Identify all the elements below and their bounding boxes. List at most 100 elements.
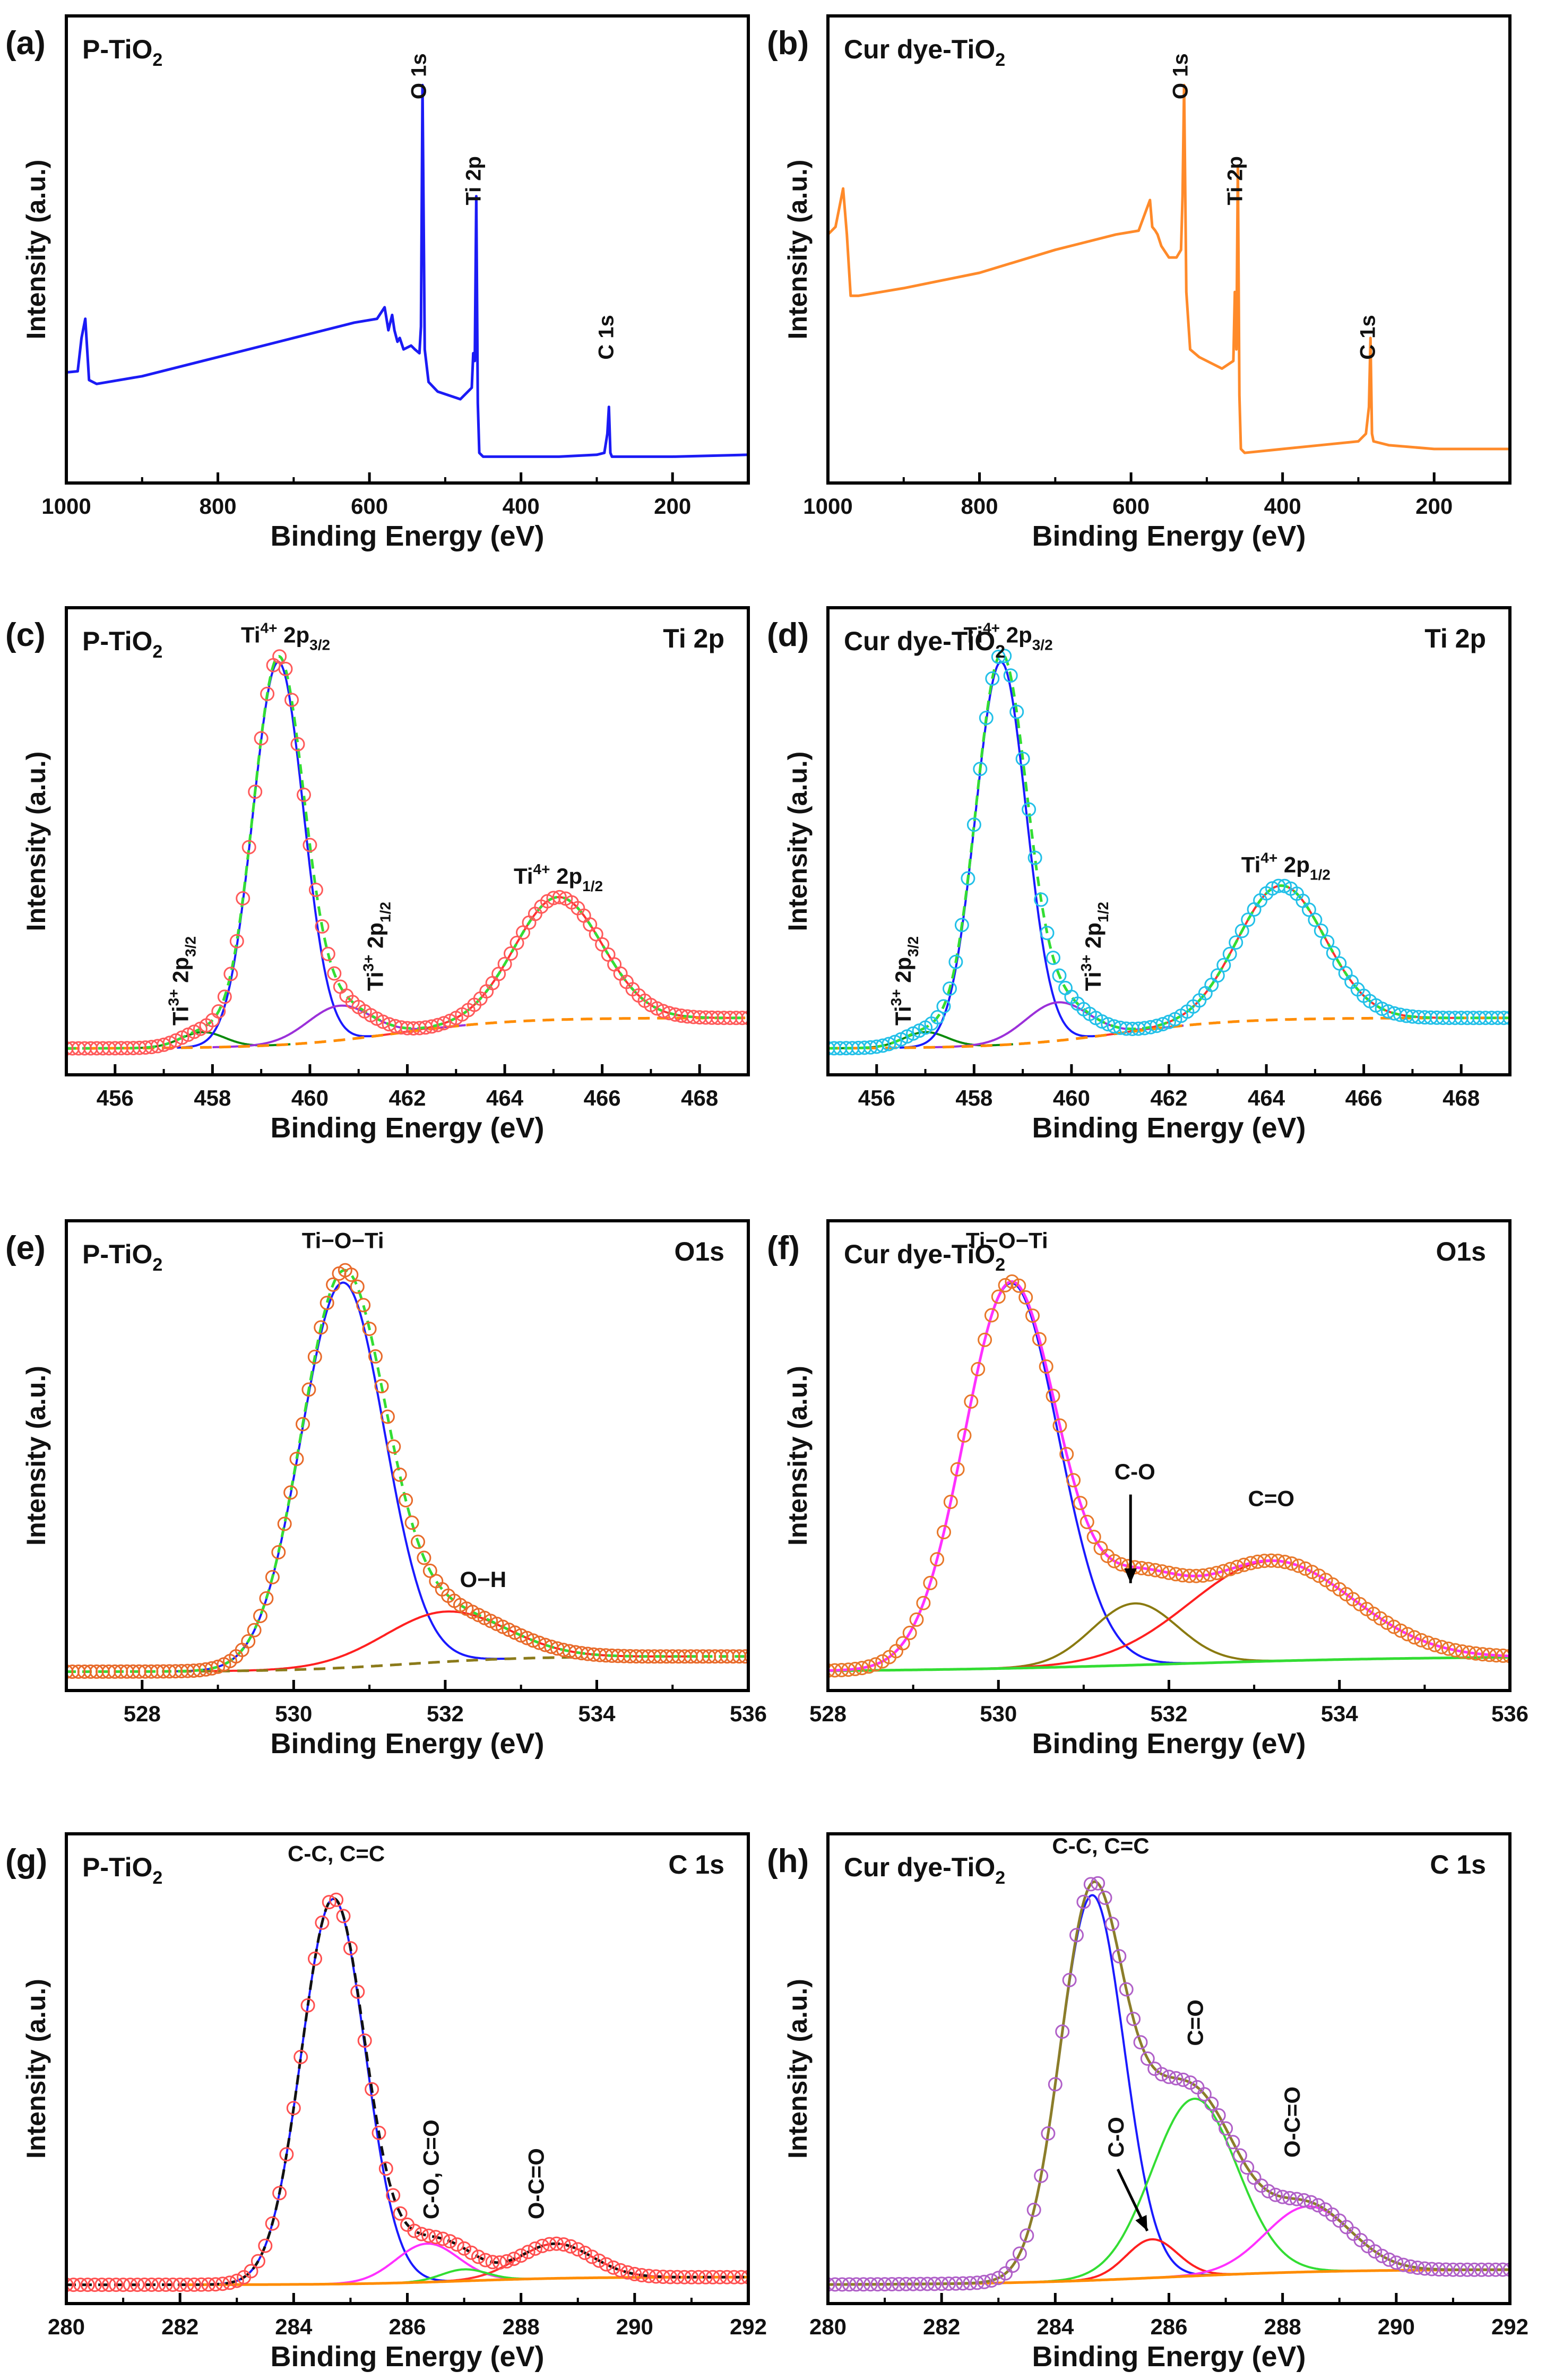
plot-frame: [65, 1219, 750, 1692]
data-point-marker: [1271, 1554, 1285, 1568]
data-point-marker: [296, 1417, 310, 1432]
peak-label: O−H: [460, 1567, 507, 1592]
data-point-marker: [1154, 2067, 1169, 2082]
data-point-marker: [1034, 892, 1049, 907]
data-point-marker: [655, 2270, 670, 2284]
data-point-marker: [374, 1379, 389, 1394]
data-point-marker: [1241, 912, 1256, 927]
data-point-marker: [1481, 2262, 1496, 2277]
peak-label: Ti 2p: [462, 156, 485, 205]
data-point-marker: [151, 2278, 166, 2292]
data-point-marker: [1155, 1017, 1170, 1031]
peak-label: Ti3+ 2p1/2: [360, 902, 394, 991]
sample-label: P-TiO2: [82, 626, 162, 662]
plot-frame: [65, 14, 750, 485]
data-point-marker: [887, 1034, 902, 1049]
data-point-marker: [350, 1279, 365, 1294]
data-point-marker: [1020, 2228, 1034, 2243]
data-point-marker: [1417, 2261, 1432, 2276]
data-point-marker: [407, 2223, 422, 2238]
data-point-marker: [978, 1332, 992, 1347]
data-point-marker: [436, 1016, 451, 1031]
y-axis-label: Intensity (a.u.): [783, 1979, 813, 2159]
data-point-marker: [1012, 2246, 1027, 2261]
region-label: C 1s: [1430, 1850, 1486, 1879]
data-point-marker: [217, 989, 232, 1004]
data-point-marker: [642, 2269, 657, 2283]
plot-area: [828, 649, 1510, 1056]
y-axis-label: Intensity (a.u.): [21, 752, 51, 932]
x-tick-label: 600: [351, 494, 388, 519]
data-point-marker: [1502, 2262, 1510, 2277]
data-point-marker: [713, 2270, 727, 2284]
data-point-marker: [1041, 2126, 1056, 2141]
x-tick-label: 200: [1415, 494, 1453, 519]
sample-label: P-TiO2: [82, 1852, 162, 1888]
data-point-marker: [357, 2033, 372, 2048]
data-point-marker: [1380, 1615, 1395, 1630]
data-point-marker: [727, 2270, 741, 2284]
data-point-marker: [144, 2278, 159, 2292]
data-point-marker: [1162, 2069, 1176, 2084]
data-point-marker: [344, 1267, 359, 1282]
data-point-marker: [1301, 902, 1316, 917]
region-label: C 1s: [668, 1850, 724, 1879]
data-point-marker: [1032, 1332, 1047, 1347]
data-point-marker: [284, 693, 299, 708]
data-point-marker: [592, 2253, 607, 2268]
data-point-marker: [1169, 2071, 1184, 2085]
data-point-marker: [236, 891, 251, 906]
data-point-marker: [258, 2238, 273, 2253]
data-point-marker: [399, 1493, 413, 1507]
data-point-marker: [1410, 2261, 1425, 2275]
panel-b: O 1s Ti 2p C 1s 1000 800 600 400 200 Binding Ene…: [767, 14, 1512, 552]
data-point-marker: [571, 2242, 585, 2257]
data-point-marker: [372, 2125, 386, 2140]
x-tick-label: 536: [1491, 1701, 1528, 1726]
data-point-marker: [1222, 946, 1237, 961]
peak-label: C-C, C=C: [288, 1841, 385, 1866]
data-point-marker: [985, 671, 1000, 686]
data-point-marker: [834, 1663, 849, 1677]
data-point-marker: [1225, 2135, 1240, 2150]
plot-frame: [826, 606, 1512, 1076]
data-point-marker: [979, 711, 994, 725]
data-point-marker: [1396, 2257, 1411, 2272]
data-point-marker: [698, 2270, 713, 2284]
data-point-marker: [365, 2082, 379, 2097]
data-point-marker: [1005, 2258, 1020, 2273]
data-point-marker: [1497, 1011, 1510, 1025]
data-point-marker: [356, 1298, 371, 1313]
data-point-marker: [599, 2257, 614, 2272]
x-tick-label: 284: [275, 2314, 313, 2339]
data-point-marker: [1140, 2051, 1155, 2066]
data-point-marker: [906, 2276, 921, 2291]
data-point-marker: [942, 2276, 956, 2291]
data-point-marker: [471, 2249, 486, 2264]
data-point-marker: [1059, 1447, 1074, 1462]
y-axis-label: Intensity (a.u.): [783, 1366, 813, 1546]
data-point-marker: [315, 919, 330, 934]
data-point-marker: [1039, 1359, 1053, 1374]
data-point-marker: [421, 2228, 436, 2243]
plot-area: [66, 1263, 748, 1679]
data-point-marker: [393, 2206, 408, 2221]
data-point-marker: [1046, 951, 1060, 965]
data-point-marker: [1175, 1568, 1190, 1583]
region-label: Ti 2p: [1424, 624, 1486, 653]
data-point-marker: [849, 2277, 863, 2292]
data-point-marker: [892, 2276, 906, 2291]
region-label: O1s: [1436, 1237, 1486, 1266]
data-point-marker: [211, 1659, 226, 1674]
sample-label: Cur dye-TiO2: [844, 1239, 1005, 1275]
data-point-marker: [1162, 1565, 1176, 1580]
data-point-marker: [882, 1037, 896, 1051]
data-point-marker: [885, 2277, 899, 2291]
peak-label: C 1s: [1356, 315, 1379, 360]
data-point-marker: [303, 838, 317, 852]
data-point-marker: [1209, 1566, 1224, 1581]
component-peak: [947, 1559, 1510, 1671]
x-tick-label: 528: [124, 1701, 161, 1726]
component-peak: [206, 1898, 461, 2286]
panel-c: Ti 2p Ti4+ 2p3/2 Ti4+ 2p1/2 Ti3+ 2p3/2 Ti3+ …: [5, 606, 750, 1144]
